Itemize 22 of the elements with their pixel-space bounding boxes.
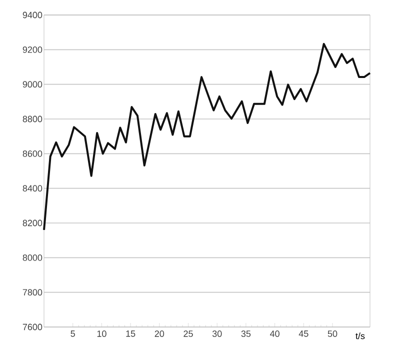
y-tick-label: 8800 xyxy=(22,116,42,122)
x-axis-title: t/s xyxy=(356,332,365,340)
line-series xyxy=(43,42,372,231)
x-tick-label: 30 xyxy=(212,330,222,337)
x-tick-label: 45 xyxy=(298,330,308,337)
y-tick-label: 8200 xyxy=(22,220,42,226)
x-tick-label: 10 xyxy=(97,330,106,337)
y-tick-label: 9400 xyxy=(22,12,42,18)
x-tick-label: 50 xyxy=(328,330,338,337)
y-tick-label: 7800 xyxy=(22,289,42,296)
y-tick-label: 8600 xyxy=(22,150,42,157)
x-tick-label: 5 xyxy=(70,330,75,337)
x-tick-label: 25 xyxy=(184,330,193,337)
y-tick-label: 8000 xyxy=(22,254,42,261)
x-tick-label: 35 xyxy=(241,330,251,337)
y-tick-label: 9000 xyxy=(22,81,42,88)
y-tick-label: 8400 xyxy=(22,185,42,192)
y-tick-label: 9200 xyxy=(22,46,42,53)
x-tick-label: 15 xyxy=(126,330,136,337)
y-tick-label: 7600 xyxy=(22,324,42,330)
x-tick-label: 40 xyxy=(270,330,280,337)
x-tick-label: 20 xyxy=(154,330,164,337)
